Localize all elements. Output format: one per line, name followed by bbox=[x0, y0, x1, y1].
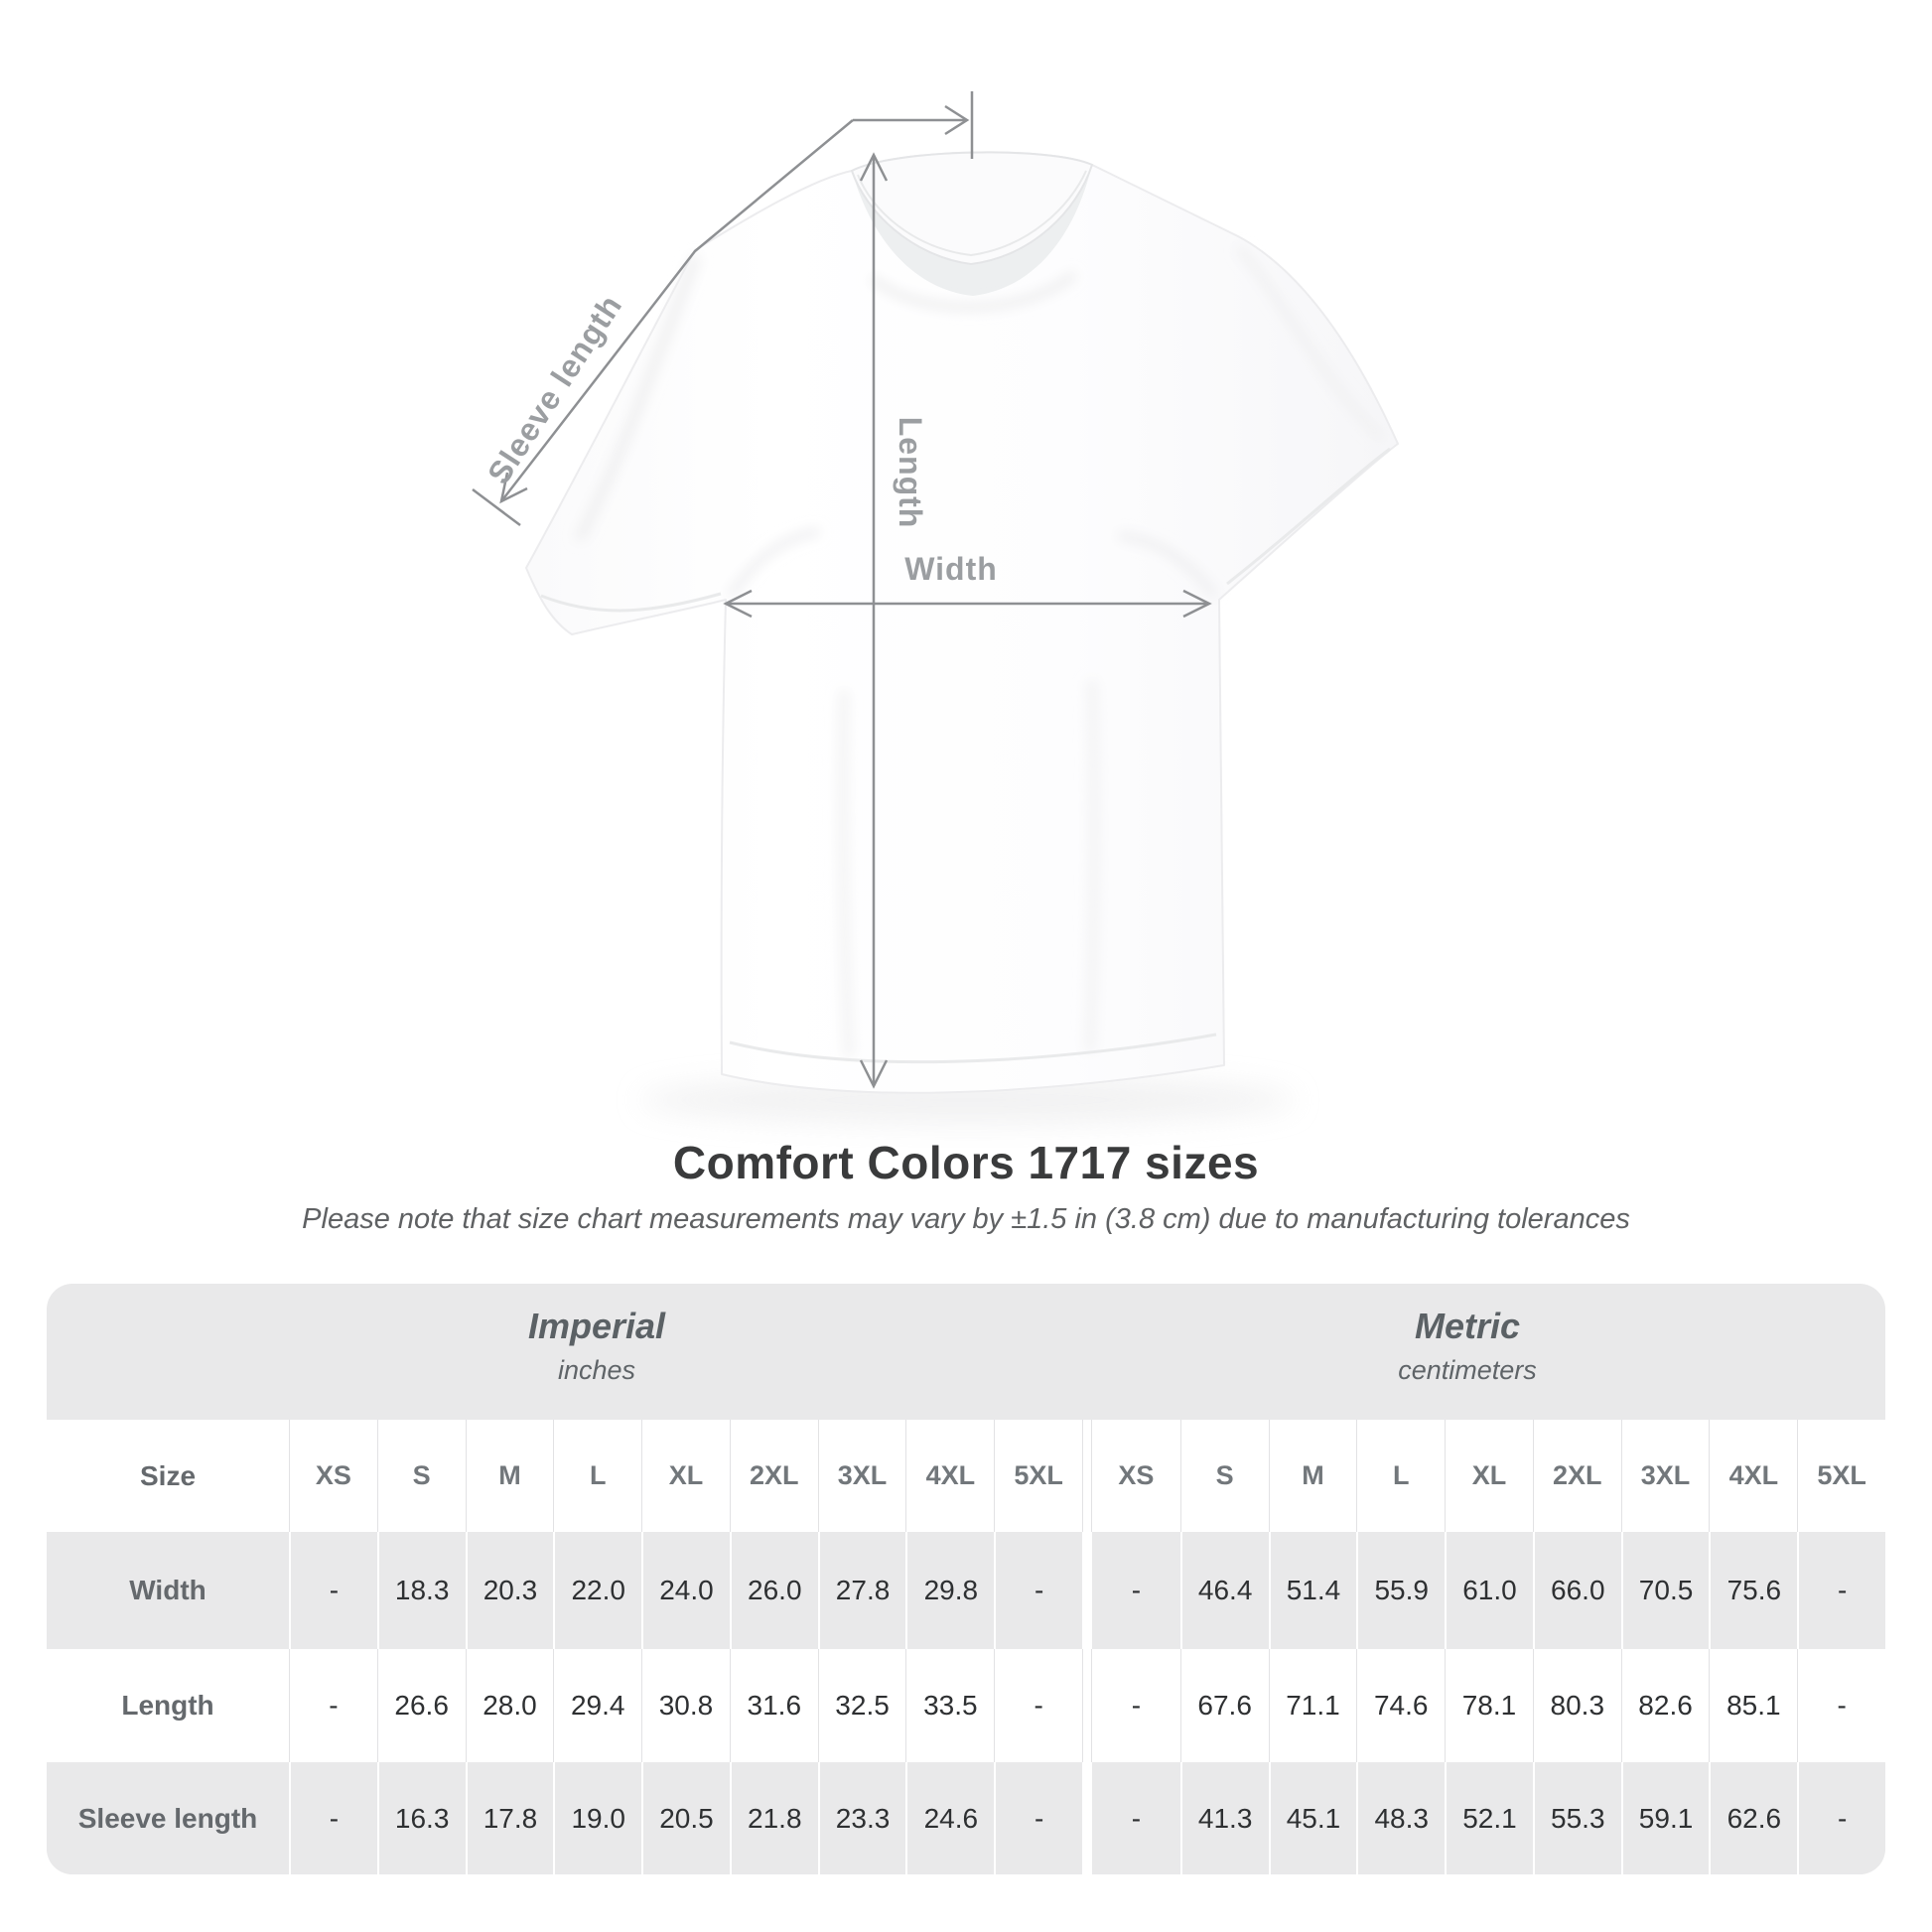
page-title: Comfort Colors 1717 sizes bbox=[672, 1137, 1260, 1188]
measurement-cell-metric: 80.3 bbox=[1532, 1649, 1621, 1762]
size-table-grid: Size XS S M L XL 2XL 3XL 4XL 5XL XS S M L XL 2XL 3XL 4XL 5… bbox=[47, 1420, 1885, 1874]
imperial-unit: inches bbox=[557, 1355, 636, 1385]
measurement-cell-metric: 55.3 bbox=[1532, 1762, 1621, 1874]
measurement-cell-metric: 70.5 bbox=[1620, 1532, 1710, 1649]
sleeve-end-tick bbox=[472, 488, 521, 526]
measurement-cell-imperial: 29.8 bbox=[905, 1532, 995, 1649]
measurement-cell-imperial: - bbox=[289, 1762, 377, 1874]
measurement-arrows bbox=[472, 91, 1212, 1089]
measurement-cell-metric: 55.9 bbox=[1356, 1532, 1446, 1649]
tshirt-image bbox=[525, 151, 1399, 1094]
measurement-cell-imperial: - bbox=[289, 1649, 377, 1762]
measurement-cell-imperial: 20.5 bbox=[641, 1762, 730, 1874]
measurement-cell-imperial: 29.4 bbox=[553, 1649, 642, 1762]
measurement-cell-imperial: 32.5 bbox=[817, 1649, 906, 1762]
size-header-metric: 5XL bbox=[1797, 1420, 1885, 1532]
group-gap-spacer bbox=[1082, 1649, 1092, 1762]
measurement-cell-imperial: 16.3 bbox=[376, 1762, 466, 1874]
measurement-cell-imperial: - bbox=[994, 1762, 1082, 1874]
tshirt-measurement-diagram: Sleeve length Length Width bbox=[472, 91, 1399, 1124]
size-header-imperial: XS bbox=[289, 1420, 377, 1532]
size-header-metric: 2XL bbox=[1532, 1420, 1621, 1532]
size-header-metric: XS bbox=[1092, 1420, 1180, 1532]
measurement-cell-metric: 85.1 bbox=[1709, 1649, 1798, 1762]
measurement-cell-metric: 62.6 bbox=[1709, 1762, 1798, 1874]
group-gap-spacer bbox=[1082, 1762, 1092, 1874]
size-header-metric: 3XL bbox=[1620, 1420, 1710, 1532]
measurement-cell-imperial: 28.0 bbox=[465, 1649, 554, 1762]
measurement-cell-metric: - bbox=[1092, 1762, 1180, 1874]
measurement-cell-metric: 71.1 bbox=[1268, 1649, 1357, 1762]
sleeve-length-arrow bbox=[500, 119, 854, 502]
measurement-cell-imperial: 27.8 bbox=[817, 1532, 906, 1649]
measurement-cell-metric: - bbox=[1092, 1649, 1180, 1762]
measurement-cell-metric: - bbox=[1797, 1762, 1885, 1874]
measurement-cell-imperial: 19.0 bbox=[553, 1762, 642, 1874]
row-label: Sleeve length bbox=[47, 1762, 289, 1874]
measurement-cell-metric: 75.6 bbox=[1709, 1532, 1798, 1649]
metric-group-header: Metric centimeters bbox=[1398, 1306, 1537, 1386]
metric-unit: centimeters bbox=[1398, 1355, 1537, 1385]
measurement-cell-imperial: 31.6 bbox=[729, 1649, 818, 1762]
measurement-cell-metric: 61.0 bbox=[1445, 1532, 1533, 1649]
measurement-cell-metric: 48.3 bbox=[1356, 1762, 1446, 1874]
size-header-metric: L bbox=[1356, 1420, 1446, 1532]
size-header-metric: S bbox=[1179, 1420, 1269, 1532]
imperial-group-header: Imperial inches bbox=[528, 1306, 665, 1386]
size-header-imperial: XL bbox=[641, 1420, 730, 1532]
measurement-cell-imperial: 18.3 bbox=[376, 1532, 466, 1649]
measurement-cell-metric: 66.0 bbox=[1532, 1532, 1621, 1649]
size-column-header: Size bbox=[47, 1420, 289, 1532]
group-gap-spacer bbox=[1082, 1420, 1092, 1532]
size-header-metric: XL bbox=[1445, 1420, 1533, 1532]
measurement-cell-metric: 74.6 bbox=[1356, 1649, 1446, 1762]
tolerance-note: Please note that size chart measurements… bbox=[302, 1203, 1630, 1235]
size-header-metric: M bbox=[1268, 1420, 1357, 1532]
measurement-cell-imperial: 17.8 bbox=[465, 1762, 554, 1874]
measurement-cell-imperial: 26.6 bbox=[376, 1649, 466, 1762]
measurement-cell-metric: 51.4 bbox=[1268, 1532, 1357, 1649]
measurement-cell-metric: 45.1 bbox=[1268, 1762, 1357, 1874]
size-header-imperial: 3XL bbox=[817, 1420, 906, 1532]
size-header-imperial: 4XL bbox=[905, 1420, 995, 1532]
size-table-card: Imperial inches Metric centimeters Size X… bbox=[47, 1284, 1885, 1874]
measurement-cell-metric: 59.1 bbox=[1620, 1762, 1710, 1874]
unit-group-headers: Imperial inches Metric centimeters bbox=[47, 1284, 1885, 1420]
measurement-cell-imperial: 33.5 bbox=[905, 1649, 995, 1762]
measurement-cell-imperial: 26.0 bbox=[729, 1532, 818, 1649]
measurement-cell-imperial: 24.6 bbox=[905, 1762, 995, 1874]
size-header-imperial: L bbox=[553, 1420, 642, 1532]
length-label: Length bbox=[893, 417, 928, 529]
measurement-cell-imperial: 23.3 bbox=[817, 1762, 906, 1874]
row-label: Length bbox=[47, 1649, 289, 1762]
measurement-cell-metric: - bbox=[1797, 1532, 1885, 1649]
measurement-cell-imperial: 21.8 bbox=[729, 1762, 818, 1874]
metric-title: Metric bbox=[1414, 1306, 1521, 1346]
measurement-cell-imperial: 24.0 bbox=[641, 1532, 730, 1649]
measurement-cell-metric: 78.1 bbox=[1445, 1649, 1533, 1762]
measurement-cell-metric: 67.6 bbox=[1179, 1649, 1269, 1762]
measurement-cell-metric: 82.6 bbox=[1620, 1649, 1710, 1762]
measurement-cell-imperial: - bbox=[289, 1532, 377, 1649]
measurement-cell-imperial: - bbox=[994, 1649, 1082, 1762]
measurement-cell-metric: - bbox=[1797, 1649, 1885, 1762]
row-label: Width bbox=[47, 1532, 289, 1649]
size-header-imperial: S bbox=[376, 1420, 466, 1532]
measurement-cell-imperial: - bbox=[994, 1532, 1082, 1649]
measurement-cell-imperial: 20.3 bbox=[465, 1532, 554, 1649]
size-header-imperial: 5XL bbox=[994, 1420, 1082, 1532]
measurement-cell-metric: 52.1 bbox=[1445, 1762, 1533, 1874]
measurement-cell-metric: - bbox=[1092, 1532, 1180, 1649]
size-header-imperial: M bbox=[465, 1420, 554, 1532]
measurement-cell-metric: 41.3 bbox=[1179, 1762, 1269, 1874]
group-gap-spacer bbox=[1082, 1532, 1092, 1649]
measurement-cell-imperial: 22.0 bbox=[553, 1532, 642, 1649]
measurement-cell-metric: 46.4 bbox=[1179, 1532, 1269, 1649]
imperial-title: Imperial bbox=[527, 1306, 666, 1346]
size-header-metric: 4XL bbox=[1709, 1420, 1798, 1532]
size-header-imperial: 2XL bbox=[729, 1420, 818, 1532]
measurement-cell-imperial: 30.8 bbox=[641, 1649, 730, 1762]
width-label: Width bbox=[904, 551, 998, 587]
